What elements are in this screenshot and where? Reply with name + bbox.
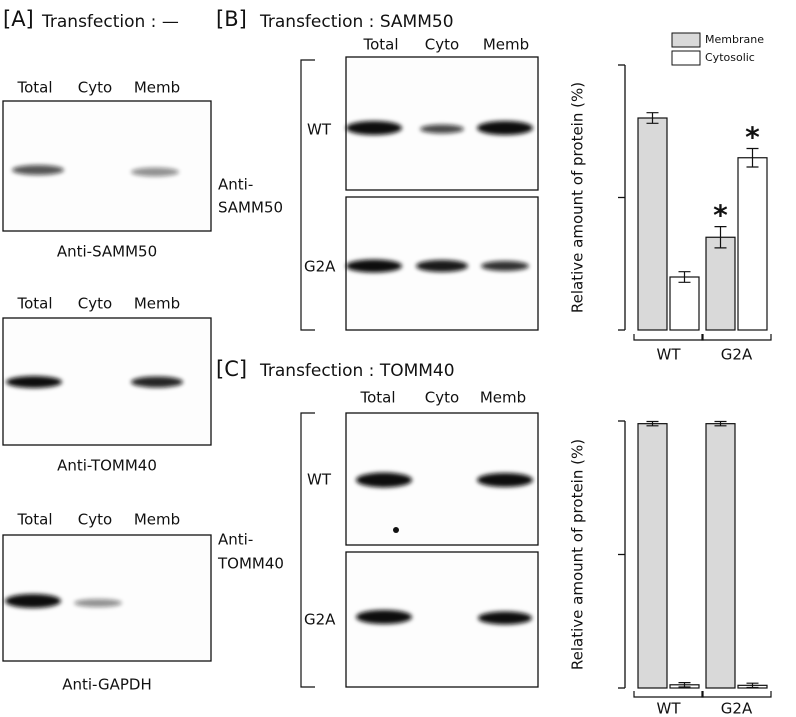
antibody-label: Anti-	[218, 176, 253, 194]
legend-label: Membrane	[705, 33, 764, 46]
lane-label: Memb	[134, 511, 180, 529]
band	[346, 259, 402, 273]
band	[346, 121, 402, 135]
band	[477, 121, 533, 135]
error-bar	[714, 420, 727, 427]
bracket	[300, 412, 315, 688]
group-bracket	[633, 691, 704, 698]
lane-label: Cyto	[78, 511, 112, 529]
group-bracket	[701, 691, 772, 698]
panel-label: [A]	[3, 7, 34, 31]
y-axis-label: Relative amount of protein (%)	[569, 82, 587, 313]
band	[12, 165, 64, 175]
error-bar	[678, 682, 691, 688]
bracket	[300, 59, 315, 331]
band	[478, 611, 532, 625]
band	[481, 261, 529, 271]
x-tick-label: WT	[657, 700, 682, 717]
band	[416, 260, 468, 272]
significance-mark: *	[713, 199, 728, 232]
lane-label: Cyto	[425, 389, 459, 407]
lane-label: Total	[359, 389, 395, 407]
lane-label: Total	[16, 79, 52, 97]
error-bar	[678, 271, 691, 283]
lane-label: Memb	[483, 36, 529, 54]
antibody-label: Anti-	[218, 531, 253, 549]
x-tick-label: WT	[657, 346, 682, 364]
bar	[737, 157, 768, 331]
bar	[637, 117, 668, 331]
lane-label: Memb	[134, 295, 180, 313]
bar	[705, 423, 736, 689]
band	[131, 167, 179, 177]
band	[356, 472, 412, 488]
error-bar	[746, 147, 759, 168]
lane-label: Cyto	[78, 295, 112, 313]
error-bar	[646, 112, 659, 124]
error-bar	[746, 682, 759, 689]
row-label: G2A	[304, 258, 336, 276]
panel-label: [C]	[216, 357, 247, 381]
lane-label: Cyto	[425, 36, 459, 54]
row-label: WT	[307, 471, 332, 489]
x-tick-label: G2A	[721, 700, 753, 717]
bar	[669, 276, 700, 331]
speck	[393, 527, 399, 533]
significance-mark: *	[745, 120, 760, 153]
panel-title: Transfection : SAMM50	[259, 12, 454, 32]
antibody-label: Anti-SAMM50	[57, 243, 157, 261]
band	[6, 376, 62, 388]
panel-label: [B]	[216, 7, 247, 31]
legend-swatch	[671, 32, 701, 48]
panel-title: Transfection : TOMM40	[259, 361, 455, 381]
group-bracket	[701, 334, 772, 341]
legend-label: Cytosolic	[705, 51, 755, 64]
band	[477, 473, 533, 487]
antibody-label: Anti-GAPDH	[62, 676, 152, 694]
bar	[705, 236, 736, 331]
error-bar	[646, 420, 659, 427]
lane-label: Total	[362, 36, 398, 54]
antibody-label: SAMM50	[218, 199, 283, 217]
bar	[637, 423, 668, 689]
y-axis-label: Relative amount of protein (%)	[569, 439, 587, 670]
x-tick-label: G2A	[721, 346, 753, 364]
band	[420, 124, 464, 134]
row-label: WT	[307, 121, 332, 139]
row-label: G2A	[304, 611, 336, 629]
band	[356, 610, 412, 624]
group-bracket	[633, 334, 704, 341]
antibody-label: Anti-TOMM40	[57, 457, 157, 475]
band	[131, 376, 183, 388]
antibody-label: TOMM40	[217, 555, 284, 573]
legend-swatch	[671, 50, 701, 66]
lane-label: Memb	[134, 79, 180, 97]
error-bar	[714, 226, 727, 249]
band	[5, 594, 61, 608]
lane-label: Total	[16, 511, 52, 529]
lane-label: Cyto	[78, 79, 112, 97]
band	[74, 599, 122, 607]
lane-label: Total	[16, 295, 52, 313]
lane-label: Memb	[480, 389, 526, 407]
panel-title: Transfection : —	[41, 12, 179, 32]
